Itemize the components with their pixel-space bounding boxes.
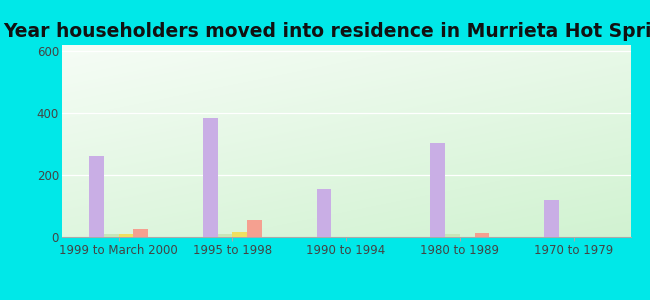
Bar — [474, 233, 489, 237]
Bar — [118, 234, 133, 237]
Bar — [203, 118, 218, 237]
Bar — [247, 220, 262, 237]
Bar — [445, 234, 460, 237]
Bar — [317, 189, 332, 237]
Bar — [133, 229, 148, 237]
Bar — [430, 142, 445, 237]
Bar — [104, 234, 118, 237]
Title: Year householders moved into residence in Murrieta Hot Springs: Year householders moved into residence i… — [3, 22, 650, 41]
Bar — [544, 200, 559, 237]
Bar — [89, 156, 104, 237]
Bar — [233, 232, 247, 237]
Bar — [218, 234, 233, 237]
